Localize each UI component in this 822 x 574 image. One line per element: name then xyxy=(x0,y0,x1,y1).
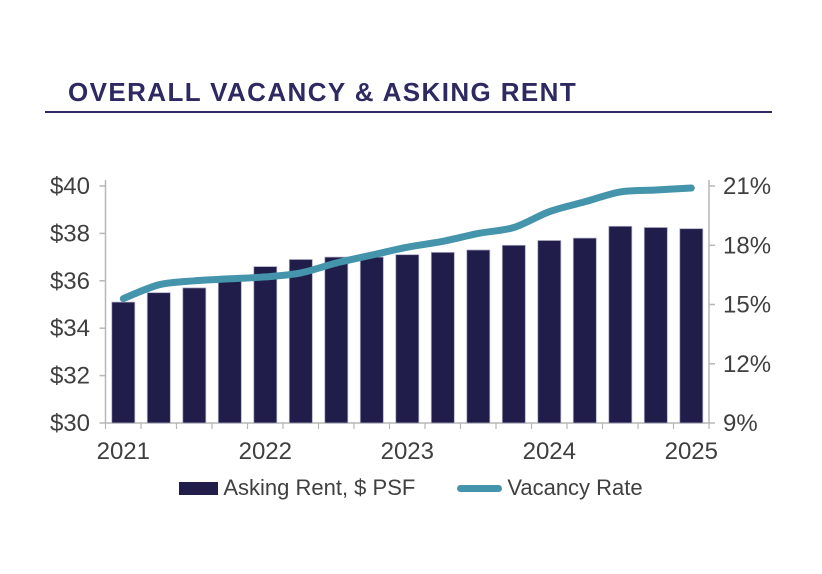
legend-item-asking-rent: Asking Rent, $ PSF xyxy=(179,475,415,501)
x-axis-year-label: 2025 xyxy=(665,438,718,465)
page-title: OVERALL VACANCY & ASKING RENT xyxy=(68,77,578,107)
left-axis-label: $36 xyxy=(50,268,90,295)
asking-rent-bar xyxy=(359,256,384,424)
vacancy-rate-line xyxy=(119,184,695,303)
legend-item-vacancy-rate: Vacancy Rate xyxy=(457,475,643,501)
chart-legend: Asking Rent, $ PSF Vacancy Rate xyxy=(0,475,822,501)
asking-rent-bar xyxy=(288,259,313,424)
right-axis-label: 9% xyxy=(723,410,758,437)
left-axis-label: $34 xyxy=(50,315,90,342)
legend-label-vacancy-rate: Vacancy Rate xyxy=(507,475,643,500)
bar-swatch-icon xyxy=(179,481,219,495)
x-axis-year-label: 2024 xyxy=(523,438,576,465)
title-underline xyxy=(45,111,772,113)
right-axis-label: 12% xyxy=(723,351,771,378)
line-swatch-icon xyxy=(457,484,503,492)
asking-rent-bar xyxy=(111,301,136,424)
x-axis-year-label: 2021 xyxy=(97,438,150,465)
left-axis-label: $38 xyxy=(50,220,90,247)
x-axis-year-label: 2023 xyxy=(381,438,434,465)
asking-rent-bar xyxy=(430,252,455,424)
asking-rent-bar xyxy=(466,249,491,424)
asking-rent-bar xyxy=(679,228,704,424)
asking-rent-bar xyxy=(572,237,597,424)
asking-rent-bar xyxy=(608,225,633,424)
right-axis-label: 15% xyxy=(723,292,771,319)
left-axis-label: $40 xyxy=(50,173,90,200)
legend-label-asking-rent: Asking Rent, $ PSF xyxy=(223,475,416,500)
x-axis-year-label: 2022 xyxy=(239,438,292,465)
asking-rent-bar xyxy=(146,292,171,424)
asking-rent-bar xyxy=(643,227,668,424)
asking-rent-bar xyxy=(395,254,420,424)
asking-rent-bar xyxy=(182,287,207,424)
asking-rent-bar xyxy=(324,256,349,424)
asking-rent-bar xyxy=(217,280,242,424)
left-axis-label: $32 xyxy=(50,363,90,390)
asking-rent-bar xyxy=(537,240,562,424)
asking-rent-bar xyxy=(253,266,278,424)
left-axis-label: $30 xyxy=(50,410,90,437)
right-axis-label: 18% xyxy=(723,232,771,259)
asking-rent-bar xyxy=(501,244,526,424)
right-axis-label: 21% xyxy=(723,173,771,200)
